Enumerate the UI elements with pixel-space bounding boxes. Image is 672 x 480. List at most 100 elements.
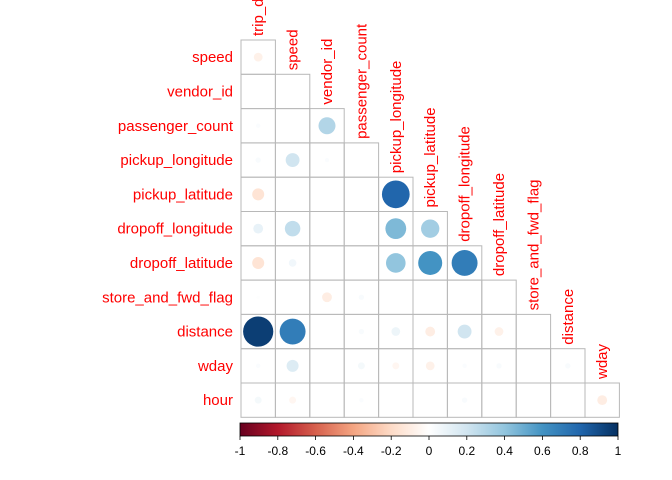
cell (378, 279, 414, 315)
cell (412, 279, 448, 315)
correlation-circle (284, 220, 301, 237)
correlation-circle (318, 117, 336, 135)
correlation-circle (252, 256, 265, 269)
correlation-circle (597, 395, 608, 406)
correlation-circle (322, 292, 332, 303)
column-label: dropoff_latitude (491, 173, 508, 276)
correlation-circles (243, 52, 608, 406)
column-label: pickup_longitude (388, 61, 405, 174)
cell (412, 382, 448, 418)
column-label: dropoff_longitude (457, 126, 474, 242)
colorbar-tick-label: -0.6 (305, 444, 326, 458)
correlation-circle (425, 361, 435, 371)
cell (343, 142, 380, 178)
colorbar-tick-label: 0.4 (496, 444, 513, 458)
correlation-circle (253, 223, 264, 234)
colorbar-tick-label: -0.2 (381, 444, 402, 458)
correlation-circle (289, 396, 297, 404)
cell (343, 211, 380, 247)
cell (240, 73, 276, 110)
colorbar-tick-label: -0.4 (343, 444, 364, 458)
correlation-circle (359, 397, 364, 403)
correlation-circle (494, 327, 504, 336)
correlation-circle (421, 219, 440, 238)
correlation-circle (391, 327, 401, 336)
column-label: distance (560, 289, 577, 345)
cell (515, 348, 552, 384)
column-label: pickup_latitude (422, 107, 439, 207)
colorbar-tick-label: -0.8 (267, 444, 288, 458)
colorbar-gradient (239, 422, 619, 437)
colorbar-tick-label: 1 (615, 444, 622, 458)
cell (274, 279, 311, 315)
column-label: speed (285, 29, 302, 70)
correlation-circle (357, 362, 365, 370)
correlation-circle (496, 363, 502, 369)
cell (274, 73, 311, 110)
row-label: hour (203, 392, 233, 409)
cell (309, 176, 345, 212)
colorbar-tick-label: 0.2 (458, 444, 475, 458)
correlation-circle (254, 396, 262, 404)
correlation-circle (252, 188, 265, 201)
cell (481, 382, 517, 418)
correlation-circle (255, 157, 261, 163)
colorbar: -1 -0.8 -0.6 -0.4 -0.2 0 0.2 0.4 0.6 0.8 1 (235, 422, 622, 458)
colorbar-tick-label: -1 (235, 444, 246, 458)
correlation-circle (385, 253, 406, 273)
cell (446, 279, 483, 315)
cell (343, 245, 380, 281)
correlation-circle (461, 397, 468, 403)
correlation-circle (253, 52, 263, 62)
cell (515, 382, 552, 418)
column-label: wday (594, 343, 611, 380)
correlation-circle (358, 328, 365, 335)
row-label: speed (192, 49, 233, 66)
cell (309, 245, 345, 281)
cell (481, 279, 517, 315)
correlation-circle (392, 362, 400, 370)
correlation-circle (256, 363, 261, 369)
cell (309, 382, 345, 418)
colorbar-ticks: -1 -0.8 -0.6 -0.4 -0.2 0 0.2 0.4 0.6 0.8 1 (235, 436, 622, 458)
cell (515, 313, 552, 350)
correlation-circle (256, 295, 260, 299)
correlation-circle (462, 363, 467, 369)
correlation-circle (279, 318, 306, 345)
colorbar-tick-label: 0.8 (572, 444, 589, 458)
correlation-circle (324, 157, 330, 163)
column-label: vendor_id (319, 39, 336, 105)
correlation-circle (425, 326, 436, 337)
cell (309, 313, 345, 350)
correlation-circle (418, 250, 443, 275)
cell (309, 211, 345, 247)
row-label: dropoff_latitude (130, 255, 233, 272)
correlation-circle (457, 324, 472, 339)
correlation-circle (451, 249, 478, 276)
cell (550, 382, 586, 418)
correlation-circle (286, 359, 299, 372)
cell (309, 348, 345, 384)
cell (584, 382, 620, 418)
row-label: distance (177, 324, 233, 341)
correlation-circle (385, 218, 407, 240)
correlation-circle (243, 316, 274, 347)
cell-grid (240, 39, 620, 418)
row-label: pickup_latitude (133, 186, 233, 203)
column-label: passenger_count (353, 23, 370, 139)
column-label: store_and_fwd_flag (525, 179, 542, 310)
row-label: dropoff_longitude (117, 221, 233, 238)
row-label: wday (197, 358, 234, 375)
correlation-circle (565, 363, 571, 369)
cell (378, 382, 414, 418)
row-label: passenger_count (118, 118, 234, 135)
row-label: vendor_id (167, 83, 233, 100)
correlation-circle (358, 294, 365, 300)
correlation-circle (256, 123, 261, 128)
colorbar-tick-label: 0.6 (534, 444, 551, 458)
row-label: pickup_longitude (120, 152, 233, 169)
row-label: store_and_fwd_flag (102, 289, 233, 306)
colorbar-tick-label: 0 (426, 444, 433, 458)
column-label: trip_d (250, 0, 267, 36)
